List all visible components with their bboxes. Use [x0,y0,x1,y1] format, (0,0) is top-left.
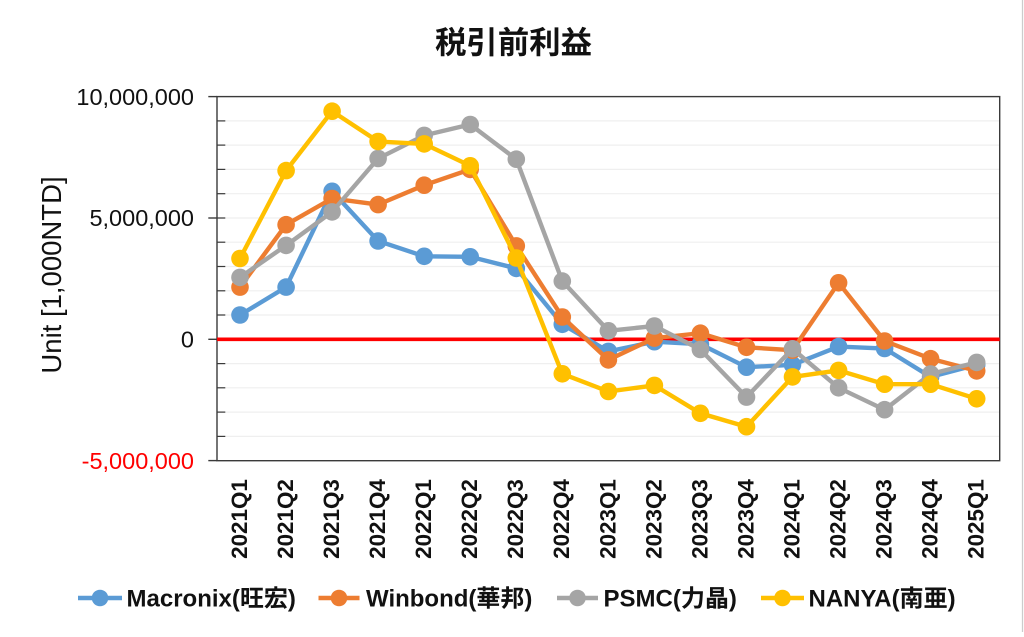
svg-text:2023Q2: 2023Q2 [641,479,666,559]
svg-text:5,000,000: 5,000,000 [89,205,194,231]
svg-text:2021Q1: 2021Q1 [227,479,252,559]
svg-text:2024Q1: 2024Q1 [779,479,804,559]
svg-text:2022Q4: 2022Q4 [549,479,574,559]
svg-text:): ) [524,586,532,613]
svg-text:2025Q1: 2025Q1 [964,479,989,559]
svg-text:-5,000,000: -5,000,000 [82,448,194,474]
svg-text:2023Q1: 2023Q1 [595,479,620,559]
svg-text:2021Q3: 2021Q3 [319,479,344,559]
svg-text:2022Q2: 2022Q2 [457,479,482,559]
svg-text:2024Q3: 2024Q3 [872,479,897,559]
svg-text:): ) [948,586,956,613]
svg-text:PSMC(: PSMC( [604,586,681,613]
svg-text:Unit [1,000NTD]: Unit [1,000NTD] [36,176,67,373]
svg-text:2023Q4: 2023Q4 [733,479,758,559]
svg-text:2024Q4: 2024Q4 [918,479,943,559]
svg-text:Macronix(: Macronix( [127,586,240,613]
svg-text:2022Q3: 2022Q3 [503,479,528,559]
svg-text:2022Q1: 2022Q1 [411,479,436,559]
svg-text:NANYA(: NANYA( [809,586,900,613]
svg-text:2021Q2: 2021Q2 [273,479,298,559]
svg-text:Winbond(: Winbond( [366,586,476,613]
svg-text:): ) [288,586,296,613]
svg-text:2023Q3: 2023Q3 [687,479,712,559]
svg-text:2024Q2: 2024Q2 [826,479,851,559]
svg-text:2021Q4: 2021Q4 [365,479,390,559]
svg-text:0: 0 [181,327,194,353]
svg-text:10,000,000: 10,000,000 [76,84,194,110]
svg-text:): ) [729,586,737,613]
